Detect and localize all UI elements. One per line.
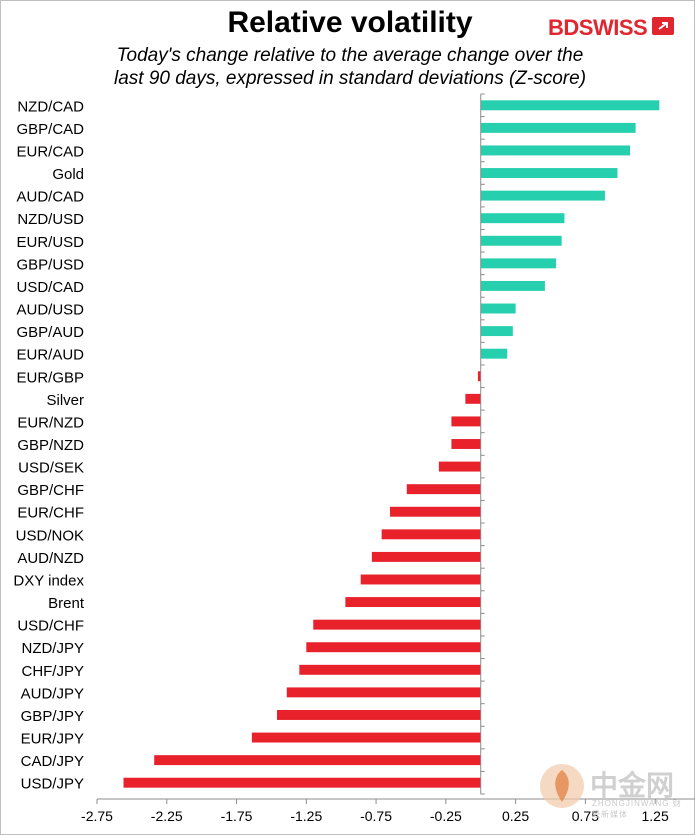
category-label: GBP/USD — [16, 256, 84, 273]
category-label: EUR/JPY — [21, 731, 84, 748]
bar — [480, 213, 565, 224]
bar — [480, 303, 516, 314]
bar — [306, 642, 481, 653]
bar — [360, 574, 481, 585]
category-label: CAD/JPY — [21, 753, 84, 770]
category-label: EUR/AUD — [16, 347, 84, 364]
category-label: NZD/JPY — [21, 640, 84, 657]
category-label: AUD/JPY — [21, 685, 84, 702]
category-label: GBP/CHF — [17, 482, 84, 499]
x-tick-label: -2.75 — [81, 808, 113, 824]
brand-logo-icon — [651, 16, 675, 41]
x-tick-label: -0.25 — [430, 808, 462, 824]
category-label: USD/SEK — [18, 460, 84, 477]
category-label: Gold — [52, 166, 84, 183]
bar — [480, 326, 513, 337]
x-tick-label: -2.25 — [151, 808, 183, 824]
category-label: EUR/CHF — [17, 505, 84, 522]
category-label: EUR/USD — [16, 234, 84, 251]
category-label: USD/JPY — [21, 776, 84, 793]
x-tick-label: 0.25 — [502, 808, 529, 824]
category-label: GBP/AUD — [16, 324, 84, 341]
category-label: AUD/CAD — [16, 189, 84, 206]
x-tick-label: -1.75 — [221, 808, 253, 824]
bar — [480, 145, 631, 156]
bar — [286, 687, 481, 698]
category-label: GBP/CAD — [16, 121, 84, 138]
category-label: GBP/NZD — [17, 437, 84, 454]
brand-name: BDSWISS — [548, 15, 648, 40]
subtitle-line-2: last 90 days, expressed in standard devi… — [113, 68, 587, 89]
category-label: Brent — [48, 595, 85, 612]
category-label: USD/NOK — [16, 527, 84, 544]
watermark-subtext: ZHONGJINWANG 财经新媒体 — [592, 799, 682, 819]
subtitle-line-1: Today's change relative to the average c… — [116, 45, 584, 66]
x-tick-label: 0.75 — [572, 808, 599, 824]
category-label: USD/CHF — [17, 618, 84, 635]
category-label: USD/CAD — [16, 279, 84, 296]
brand-logo: BDSWISS — [548, 15, 675, 41]
bar — [371, 551, 481, 562]
category-label: EUR/GBP — [16, 369, 84, 386]
chart-title: Relative volatility — [227, 6, 473, 39]
bar — [313, 619, 481, 630]
bar — [381, 529, 481, 540]
category-label: CHF/JPY — [21, 663, 84, 680]
bar — [251, 732, 481, 743]
bar — [406, 484, 481, 495]
bar — [390, 506, 481, 517]
x-tick-label: -1.25 — [290, 808, 322, 824]
bar — [438, 461, 481, 472]
bar — [451, 439, 481, 449]
bar — [480, 190, 605, 201]
bar — [480, 168, 618, 178]
category-label: DXY index — [13, 572, 84, 589]
chart-subtitle: Today's change relative to the average c… — [70, 44, 630, 90]
category-label: NZD/CAD — [17, 98, 84, 115]
bar — [451, 416, 481, 427]
watermark-text: 中金网 — [590, 770, 675, 801]
category-label: AUD/NZD — [17, 550, 84, 567]
watermark-logo-icon — [540, 764, 584, 808]
watermark: 中金网 ZHONGJINWANG 财经新媒体 — [536, 758, 686, 819]
bar — [480, 258, 557, 269]
bar — [480, 280, 545, 291]
bar — [154, 755, 481, 766]
bar — [480, 235, 562, 246]
bar — [277, 710, 481, 720]
category-label: Silver — [46, 392, 84, 409]
category-label: NZD/USD — [17, 211, 84, 228]
bar — [299, 664, 481, 675]
bar — [480, 348, 508, 359]
category-label: GBP/JPY — [21, 708, 84, 725]
category-label: EUR/NZD — [17, 414, 84, 431]
bar — [345, 597, 481, 608]
x-tick-label: -0.75 — [360, 808, 392, 824]
bar — [480, 122, 636, 133]
bar — [477, 371, 481, 382]
bar — [123, 777, 481, 788]
bar — [465, 393, 481, 404]
category-label: EUR/CAD — [16, 143, 84, 160]
x-tick-label: 1.25 — [642, 808, 669, 824]
category-label: AUD/USD — [16, 302, 84, 319]
bar — [480, 100, 660, 111]
